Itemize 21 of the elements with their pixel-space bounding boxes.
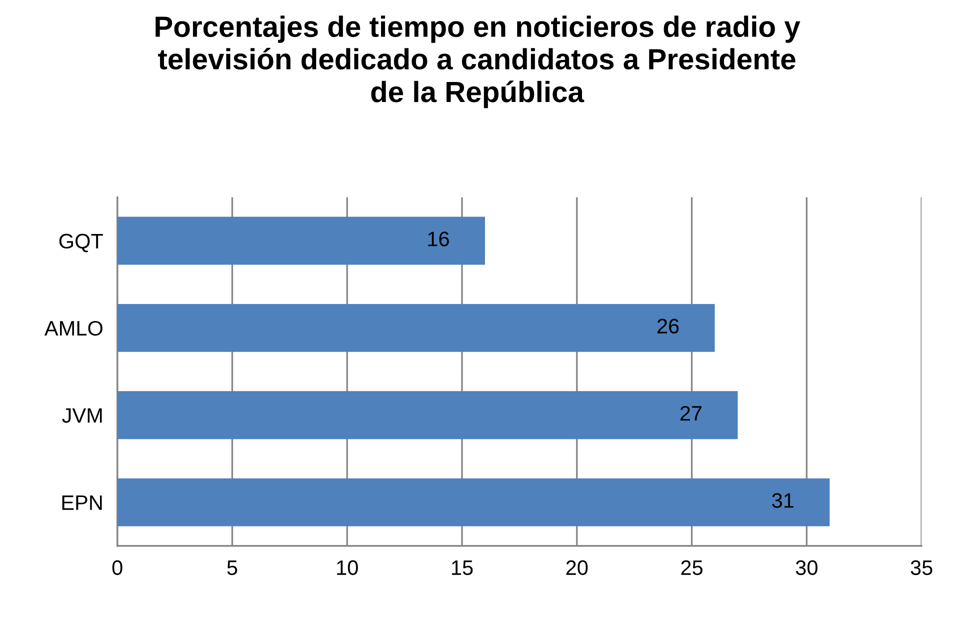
- x-tick-label: 10: [337, 560, 358, 576]
- y-tick-label: AMLO: [44, 320, 102, 336]
- x-tick-label: 15: [452, 560, 473, 576]
- data-label: 26: [657, 318, 679, 334]
- data-label: 31: [772, 493, 794, 508]
- bar: [117, 478, 830, 526]
- chart-title: Porcentajes de tiempo en noticieros de radio y televisión dedicado a candidatos a Presidente de la República: [156, 16, 800, 108]
- x-tick-label: 0: [112, 560, 122, 576]
- x-tick-label: 20: [566, 560, 588, 576]
- x-tick-label: 5: [227, 560, 238, 576]
- y-tick-label: JVM: [62, 408, 102, 423]
- x-tick-label: 30: [796, 560, 818, 576]
- bar: [117, 216, 485, 265]
- y-tick-label: EPN: [62, 496, 102, 510]
- x-tick-label: 35: [910, 560, 932, 576]
- y-tick-label: GQT: [59, 234, 103, 252]
- x-tick-label: 25: [681, 560, 702, 576]
- bar: [117, 304, 715, 352]
- data-label: 27: [680, 406, 702, 421]
- bar: [117, 391, 738, 440]
- data-label: 16: [428, 232, 449, 246]
